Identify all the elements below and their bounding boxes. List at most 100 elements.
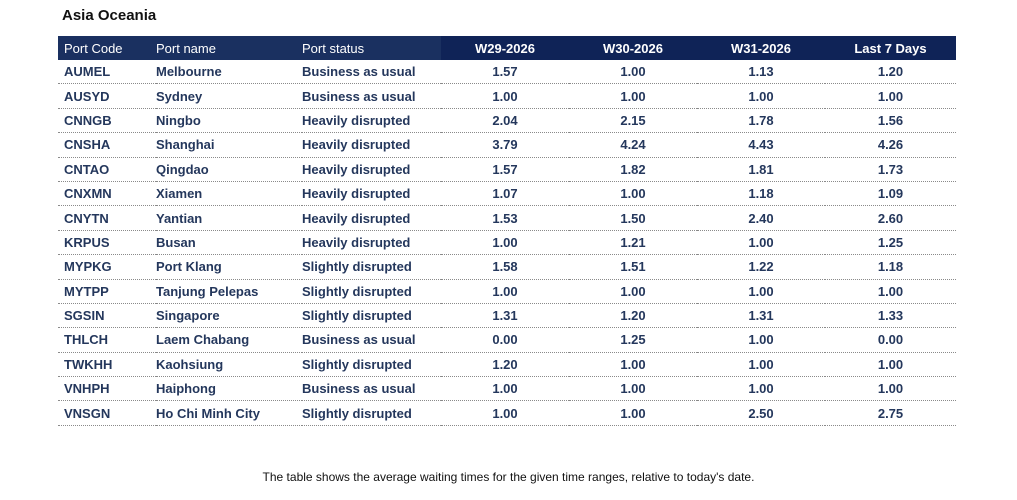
- table-row: CNXMN Xiamen Heavily disrupted 1.07 1.00 1.18…: [58, 181, 956, 207]
- last-7-days-value-cell: 1.73: [825, 157, 956, 182]
- port-code-cell: MYTPP: [58, 279, 156, 304]
- port-code-cell: VNHPH: [58, 376, 156, 402]
- port-waiting-times-table: Port Code Port name Port status W29-2026…: [58, 36, 956, 426]
- table-row: VNHPH Haiphong Business as usual 1.00 1.00 1.…: [58, 376, 956, 402]
- w30-value-cell: 1.20: [569, 303, 697, 329]
- port-code-cell: CNSHA: [58, 132, 156, 158]
- w31-value-cell: 1.00: [697, 376, 825, 402]
- w29-value-cell: 1.00: [441, 279, 569, 304]
- table-row: AUMEL Melbourne Business as usual 1.57 1.00 1…: [58, 60, 956, 85]
- port-status-cell: Heavily disrupted: [302, 230, 441, 256]
- column-header-w30: W30-2026: [569, 36, 697, 60]
- port-name-cell: Haiphong: [156, 376, 302, 402]
- w29-value-cell: 1.00: [441, 376, 569, 402]
- port-name-cell: Laem Chabang: [156, 327, 302, 353]
- w30-value-cell: 1.00: [569, 181, 697, 207]
- port-code-cell: VNSGN: [58, 400, 156, 426]
- w30-value-cell: 1.25: [569, 327, 697, 353]
- port-status-cell: Slightly disrupted: [302, 254, 441, 280]
- w31-value-cell: 2.40: [697, 205, 825, 231]
- port-name-cell: Busan: [156, 230, 302, 256]
- w31-value-cell: 1.31: [697, 303, 825, 329]
- port-status-cell: Heavily disrupted: [302, 205, 441, 231]
- w31-value-cell: 1.18: [697, 181, 825, 207]
- table-row: MYTPP Tanjung Pelepas Slightly disrupted 1.…: [58, 279, 956, 304]
- port-name-cell: Qingdao: [156, 157, 302, 182]
- column-header-last-7-days: Last 7 Days: [825, 36, 956, 60]
- w31-value-cell: 1.00: [697, 352, 825, 378]
- table-header-row: Port Code Port name Port status W29-2026…: [58, 36, 956, 60]
- last-7-days-value-cell: 0.00: [825, 327, 956, 353]
- port-code-cell: THLCH: [58, 327, 156, 353]
- port-code-cell: CNNGB: [58, 108, 156, 134]
- last-7-days-value-cell: 1.00: [825, 376, 956, 402]
- port-name-cell: Sydney: [156, 83, 302, 109]
- port-status-cell: Business as usual: [302, 83, 441, 109]
- port-name-cell: Shanghai: [156, 132, 302, 158]
- last-7-days-value-cell: 2.60: [825, 205, 956, 231]
- w31-value-cell: 1.78: [697, 108, 825, 134]
- port-name-cell: Tanjung Pelepas: [156, 279, 302, 304]
- w29-value-cell: 1.57: [441, 157, 569, 182]
- w29-value-cell: 3.79: [441, 132, 569, 158]
- port-code-cell: TWKHH: [58, 352, 156, 378]
- w29-value-cell: 1.20: [441, 352, 569, 378]
- port-status-cell: Heavily disrupted: [302, 132, 441, 158]
- w29-value-cell: 1.00: [441, 83, 569, 109]
- column-header-port-code: Port Code: [58, 36, 156, 60]
- w30-value-cell: 1.00: [569, 376, 697, 402]
- w31-value-cell: 2.50: [697, 400, 825, 426]
- table-row: CNSHA Shanghai Heavily disrupted 3.79 4.24 4.…: [58, 132, 956, 158]
- port-code-cell: CNTAO: [58, 157, 156, 182]
- w30-value-cell: 1.21: [569, 230, 697, 256]
- table-row: CNNGB Ningbo Heavily disrupted 2.04 2.15 1.78…: [58, 108, 956, 134]
- w29-value-cell: 1.58: [441, 254, 569, 280]
- column-header-w31: W31-2026: [697, 36, 825, 60]
- w30-value-cell: 2.15: [569, 108, 697, 134]
- port-code-cell: CNYTN: [58, 205, 156, 231]
- table-row: SGSIN Singapore Slightly disrupted 1.31 1.20…: [58, 303, 956, 329]
- table-row: VNSGN Ho Chi Minh City Slightly disrupted 1…: [58, 400, 956, 426]
- port-code-cell: SGSIN: [58, 303, 156, 329]
- port-status-cell: Slightly disrupted: [302, 279, 441, 304]
- table-caption: The table shows the average waiting time…: [262, 470, 755, 484]
- w31-value-cell: 1.00: [697, 230, 825, 256]
- port-status-cell: Slightly disrupted: [302, 352, 441, 378]
- last-7-days-value-cell: 1.56: [825, 108, 956, 134]
- port-status-cell: Business as usual: [302, 376, 441, 402]
- port-status-cell: Heavily disrupted: [302, 157, 441, 182]
- w29-value-cell: 1.00: [441, 230, 569, 256]
- last-7-days-value-cell: 2.75: [825, 400, 956, 426]
- w29-value-cell: 1.00: [441, 400, 569, 426]
- w30-value-cell: 1.82: [569, 157, 697, 182]
- port-name-cell: Yantian: [156, 205, 302, 231]
- last-7-days-value-cell: 1.09: [825, 181, 956, 207]
- w29-value-cell: 1.07: [441, 181, 569, 207]
- port-name-cell: Xiamen: [156, 181, 302, 207]
- port-code-cell: CNXMN: [58, 181, 156, 207]
- table-row: CNTAO Qingdao Heavily disrupted 1.57 1.82 1.8…: [58, 157, 956, 182]
- table-row: MYPKG Port Klang Slightly disrupted 1.58 1.5…: [58, 254, 956, 280]
- w31-value-cell: 4.43: [697, 132, 825, 158]
- port-status-cell: Slightly disrupted: [302, 400, 441, 426]
- w31-value-cell: 1.00: [697, 327, 825, 353]
- w31-value-cell: 1.00: [697, 279, 825, 304]
- w29-value-cell: 1.57: [441, 60, 569, 85]
- w30-value-cell: 1.00: [569, 279, 697, 304]
- port-status-cell: Slightly disrupted: [302, 303, 441, 329]
- table-body: AUMEL Melbourne Business as usual 1.57 1.00 1…: [58, 60, 956, 426]
- port-code-cell: AUMEL: [58, 60, 156, 85]
- w30-value-cell: 1.00: [569, 60, 697, 85]
- port-name-cell: Kaohsiung: [156, 352, 302, 378]
- port-name-cell: Ningbo: [156, 108, 302, 134]
- last-7-days-value-cell: 1.00: [825, 279, 956, 304]
- port-name-cell: Port Klang: [156, 254, 302, 280]
- column-header-w29: W29-2026: [441, 36, 569, 60]
- port-name-cell: Melbourne: [156, 60, 302, 85]
- w29-value-cell: 0.00: [441, 327, 569, 353]
- port-code-cell: MYPKG: [58, 254, 156, 280]
- w30-value-cell: 1.51: [569, 254, 697, 280]
- last-7-days-value-cell: 1.33: [825, 303, 956, 329]
- w31-value-cell: 1.81: [697, 157, 825, 182]
- last-7-days-value-cell: 1.18: [825, 254, 956, 280]
